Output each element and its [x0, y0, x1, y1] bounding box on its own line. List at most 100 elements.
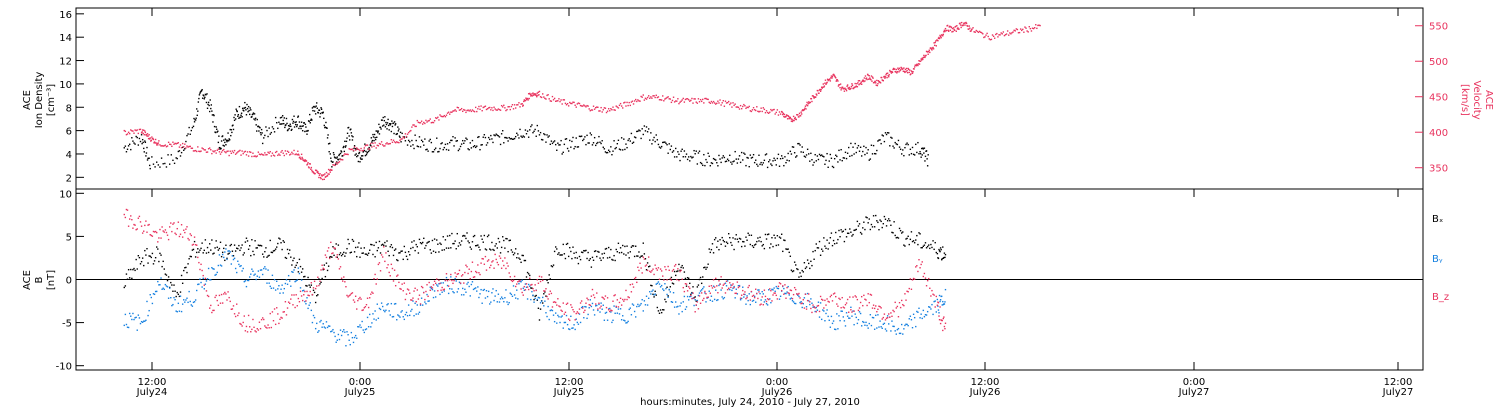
data-point — [720, 276, 722, 278]
data-point — [562, 327, 564, 329]
data-point — [561, 254, 563, 256]
data-point — [707, 98, 709, 101]
data-point — [931, 289, 933, 292]
data-point — [161, 265, 163, 268]
data-point — [659, 286, 662, 288]
data-point — [140, 132, 143, 134]
data-point — [381, 125, 384, 127]
data-point — [744, 153, 746, 155]
data-point — [416, 289, 418, 291]
data-point — [543, 305, 545, 307]
data-point — [915, 266, 917, 268]
data-point — [862, 320, 864, 323]
data-point — [250, 273, 252, 275]
data-point — [514, 248, 517, 250]
data-point — [193, 121, 196, 123]
data-point — [175, 157, 177, 159]
data-point — [911, 240, 914, 243]
data-point — [507, 265, 509, 267]
data-point — [687, 156, 690, 158]
data-point — [426, 121, 428, 123]
data-point — [752, 299, 755, 302]
data-point — [907, 235, 909, 237]
data-point — [200, 263, 202, 266]
data-point — [665, 268, 667, 271]
data-point — [203, 149, 205, 151]
data-point — [173, 222, 175, 224]
data-point — [682, 267, 684, 269]
data-point — [731, 244, 733, 246]
data-point — [732, 287, 734, 289]
data-point — [337, 159, 340, 161]
data-point — [545, 141, 547, 143]
data-point — [706, 98, 708, 100]
data-point — [931, 246, 933, 249]
data-point — [919, 317, 921, 319]
data-point — [451, 139, 453, 142]
data-point — [854, 295, 856, 297]
data-point — [610, 309, 612, 311]
data-point — [658, 99, 661, 101]
data-point — [345, 153, 347, 156]
data-point — [589, 109, 591, 112]
data-point — [393, 249, 396, 251]
data-point — [299, 156, 301, 158]
legend-bx: Bₓ — [1432, 214, 1443, 225]
data-point — [406, 258, 409, 261]
data-point — [529, 277, 531, 280]
magnetic-field-label-line-2: B — [34, 276, 45, 283]
data-point — [865, 299, 867, 301]
data-point — [282, 292, 284, 294]
data-point — [260, 133, 262, 136]
data-point — [871, 226, 874, 228]
data-point — [147, 137, 150, 140]
data-point — [304, 300, 306, 303]
data-point — [786, 159, 788, 161]
data-point — [857, 225, 860, 227]
data-point — [227, 250, 229, 252]
data-point — [217, 141, 220, 144]
data-point — [495, 133, 497, 135]
data-point — [329, 142, 331, 145]
data-point — [564, 257, 567, 260]
data-point — [833, 157, 836, 160]
data-point — [911, 326, 914, 329]
data-point — [232, 124, 234, 126]
data-point — [304, 159, 307, 161]
data-point — [236, 110, 238, 113]
data-point — [785, 248, 787, 250]
data-point — [508, 239, 510, 242]
data-point — [912, 71, 914, 73]
data-point — [349, 148, 351, 151]
data-point — [289, 249, 291, 251]
data-point — [422, 123, 424, 125]
data-point — [619, 308, 622, 310]
data-point — [558, 98, 560, 100]
data-point — [425, 119, 427, 122]
data-point — [752, 246, 755, 249]
data-point — [327, 173, 329, 175]
data-point — [464, 271, 466, 274]
data-point — [525, 283, 528, 285]
data-point — [366, 297, 369, 299]
data-point — [186, 271, 188, 274]
data-point — [380, 302, 383, 304]
data-point — [679, 269, 681, 272]
data-point — [490, 301, 492, 303]
data-point — [544, 291, 546, 293]
data-point — [228, 250, 230, 252]
data-point — [897, 237, 900, 239]
data-point — [349, 139, 351, 141]
data-point — [185, 266, 187, 269]
data-point — [736, 281, 739, 283]
data-point — [257, 329, 260, 331]
data-point — [839, 235, 841, 238]
data-point — [484, 255, 487, 258]
data-point — [931, 303, 933, 306]
data-point — [666, 279, 668, 281]
data-point — [511, 251, 514, 253]
data-point — [375, 283, 377, 285]
data-point — [506, 108, 508, 111]
data-point — [797, 294, 799, 296]
data-point — [174, 298, 176, 301]
